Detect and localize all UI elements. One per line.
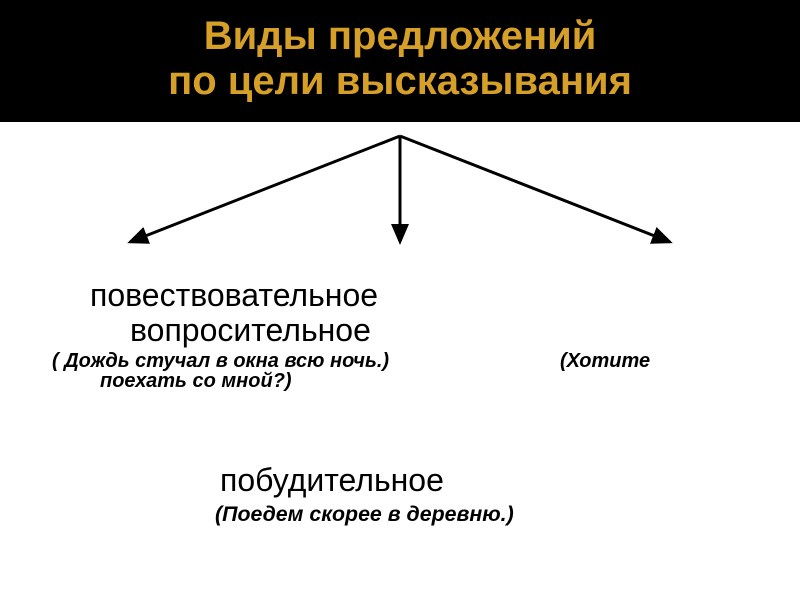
example-interrogative-p2: поехать со мной?)	[100, 370, 292, 393]
example-interrogative-p1: (Хотите	[560, 350, 650, 373]
type-interrogative: вопросительное	[130, 312, 371, 349]
tree-arrows	[0, 122, 800, 282]
example-imperative: (Поедем скорее в деревню.)	[215, 502, 514, 527]
slide: Виды предложений по цели высказывания по…	[0, 0, 800, 600]
title-band: Виды предложений по цели высказывания	[0, 0, 800, 122]
type-imperative: побудительное	[220, 462, 444, 499]
title-line-2: по цели высказывания	[0, 59, 800, 104]
arrow-left	[130, 136, 400, 242]
title-line-1: Виды предложений	[0, 14, 800, 59]
diagram-area: повествовательное вопросительное побудит…	[0, 122, 800, 600]
type-declarative: повествовательное	[90, 277, 378, 314]
arrow-right	[400, 136, 670, 242]
